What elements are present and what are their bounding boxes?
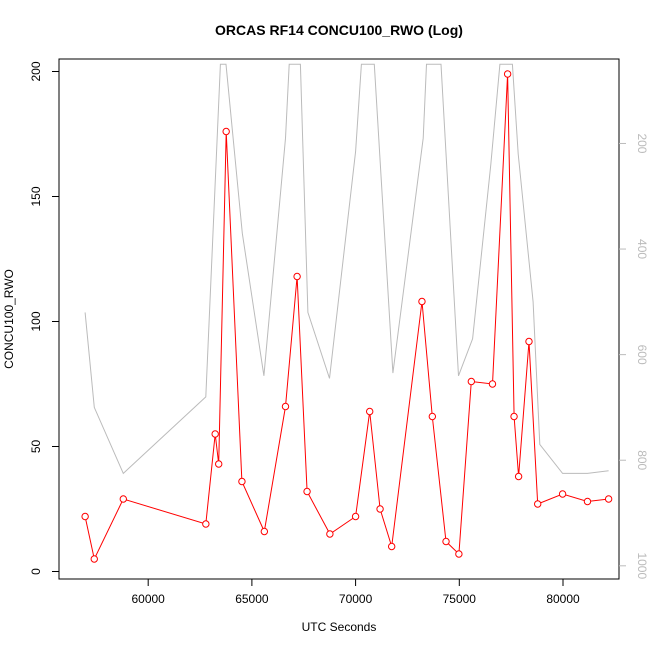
data-point: [525, 337, 533, 346]
x-tick-label: 75000: [443, 592, 477, 606]
data-point: [365, 407, 374, 416]
chart-title: ORCAS RF14 CONCU100_RWO (Log): [215, 22, 463, 38]
data-point: [351, 512, 360, 521]
data-point: [387, 542, 396, 551]
data-point: [418, 297, 426, 306]
plot-frame: [58, 58, 620, 580]
y-axis-label: CONCU100_RWO: [2, 269, 16, 369]
secondary-y-tick-label: 800: [635, 450, 649, 470]
data-point: [293, 272, 301, 281]
data-point: [260, 527, 269, 536]
data-point: [455, 550, 463, 558]
data-point: [202, 520, 210, 528]
data-point: [514, 472, 523, 481]
y-tick-label: 50: [29, 440, 43, 454]
y-tick-label: 0: [29, 568, 43, 575]
secondary-y-tick-label: 600: [635, 345, 649, 365]
data-point: [215, 460, 223, 468]
data-point: [281, 402, 290, 411]
data-point: [488, 380, 497, 388]
data-point: [503, 70, 512, 78]
y-tick-label: 150: [29, 186, 43, 206]
y-tick-label: 200: [29, 61, 43, 81]
data-point: [442, 537, 450, 546]
data-point: [81, 512, 89, 521]
y-axis: 0 50 100 150 200: [29, 61, 59, 575]
data-point: [583, 497, 592, 506]
data-point: [428, 412, 437, 421]
data-point: [467, 377, 476, 386]
data-point: [90, 555, 98, 563]
x-tick-label: 60000: [131, 592, 165, 606]
series-line: [84, 73, 609, 561]
x-tick-label: 80000: [546, 592, 580, 606]
y-tick-label: 100: [29, 311, 43, 331]
data-point: [303, 487, 311, 496]
x-axis: 60000 65000 70000 75000 80000: [131, 578, 580, 606]
series-layer: [81, 63, 613, 563]
plot-area: [58, 58, 620, 580]
data-point: [533, 500, 542, 508]
secondary-y-tick-label: 400: [635, 239, 649, 259]
data-point: [211, 430, 219, 438]
data-point: [376, 505, 384, 513]
secondary-y-axis: 200 400 600 800 1000: [619, 133, 649, 579]
data-point: [604, 495, 613, 503]
secondary-y-tick-label: 200: [635, 133, 649, 153]
secondary-series-line: [84, 63, 609, 475]
x-tick-label: 65000: [235, 592, 269, 606]
data-point: [326, 530, 334, 538]
data-point: [510, 412, 518, 421]
secondary-y-tick-label: 1000: [635, 552, 649, 579]
data-point: [238, 477, 246, 486]
x-tick-label: 70000: [339, 592, 373, 606]
data-point: [558, 490, 567, 498]
data-point: [119, 495, 127, 503]
data-point: [222, 127, 230, 136]
x-axis-label: UTC Seconds: [302, 620, 377, 634]
